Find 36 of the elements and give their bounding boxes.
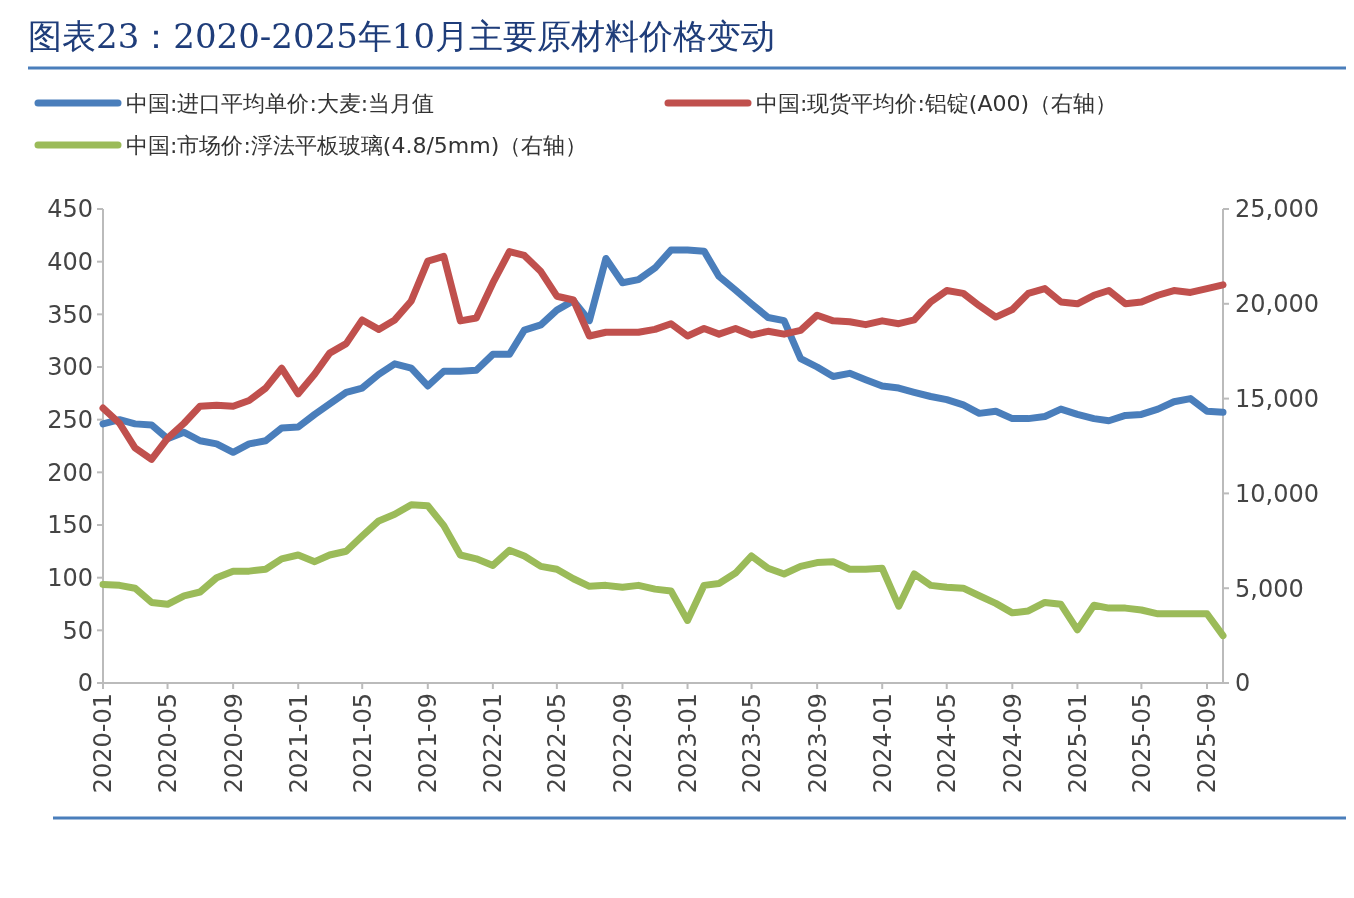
y-tick-label: 100 [47,564,93,593]
y2-tick-label: 15,000 [1235,385,1319,413]
y-tick-label: 450 [47,195,93,224]
x-tick-label: 2020-05 [153,693,182,794]
x-tick-label: 2021-05 [348,693,377,794]
x-tick-label: 2025-09 [1193,693,1222,794]
x-tick-label: 2023-01 [673,693,702,794]
x-tick-label: 2024-01 [868,693,897,794]
y2-tick-label: 5,000 [1235,574,1304,603]
chart-title: 图表23：2020-2025年10月主要原材料价格变动 [28,16,776,56]
y2-tick-label: 25,000 [1235,195,1319,224]
x-tick-label: 2024-09 [998,693,1027,794]
legend-label: 中国:市场价:浮法平板玻璃(4.8/5mm)（右轴） [126,133,588,158]
y2-tick-label: 20,000 [1235,290,1319,319]
x-tick-label: 2025-01 [1063,693,1092,794]
y-tick-label: 50 [62,616,93,645]
y2-tick-label: 10,000 [1235,479,1319,508]
x-tick-label: 2021-09 [414,693,443,794]
x-tick-label: 2022-01 [479,693,508,794]
y-tick-label: 150 [47,511,93,540]
x-tick-label: 2023-05 [737,693,766,794]
x-tick-label: 2022-05 [543,693,572,794]
x-tick-label: 2022-09 [608,693,637,794]
legend-label: 中国:进口平均单价:大麦:当月值 [126,91,435,116]
legend-label: 中国:现货平均价:铝锭(A00)（右轴） [756,91,1118,116]
y-tick-label: 400 [47,248,93,277]
y-tick-label: 350 [47,300,93,329]
x-tick-label: 2023-09 [803,693,832,794]
x-tick-label: 2021-01 [284,693,313,794]
x-tick-label: 2020-09 [219,693,248,794]
y-tick-label: 250 [47,406,93,435]
y2-tick-label: 0 [1235,669,1251,698]
y-tick-label: 300 [47,353,93,382]
x-tick-label: 2025-05 [1127,693,1156,794]
y-tick-label: 200 [47,458,93,487]
x-tick-label: 2024-05 [933,693,962,794]
